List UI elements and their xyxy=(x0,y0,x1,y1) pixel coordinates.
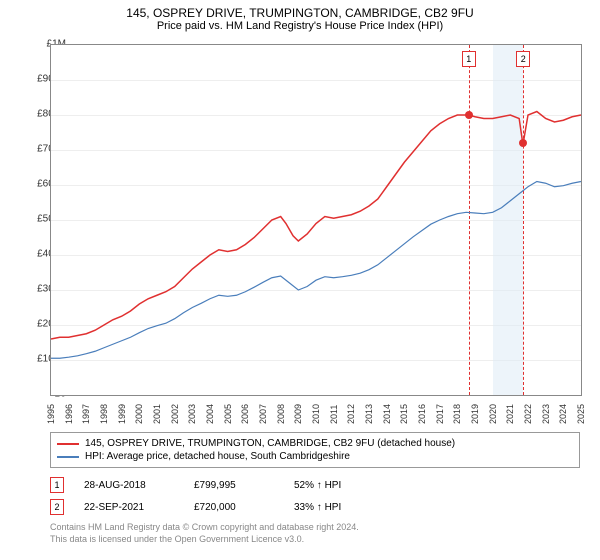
event-price: £799,995 xyxy=(194,480,274,491)
event-hpi: 52% ↑ HPI xyxy=(294,480,341,491)
x-tick-label: 2006 xyxy=(240,404,250,424)
legend-row: 145, OSPREY DRIVE, TRUMPINGTON, CAMBRIDG… xyxy=(57,437,573,450)
x-tick-label: 2021 xyxy=(505,404,515,424)
event-marker-box: 2 xyxy=(516,51,530,67)
x-tick-label: 2013 xyxy=(364,404,374,424)
event-row: 1 28-AUG-2018 £799,995 52% ↑ HPI xyxy=(50,474,580,496)
footnote: Contains HM Land Registry data © Crown c… xyxy=(50,522,580,545)
x-tick-label: 2023 xyxy=(541,404,551,424)
x-tick-label: 2005 xyxy=(223,404,233,424)
x-tick-label: 1999 xyxy=(117,404,127,424)
x-tick-label: 2009 xyxy=(293,404,303,424)
chart-container: 145, OSPREY DRIVE, TRUMPINGTON, CAMBRIDG… xyxy=(0,0,600,560)
line-series xyxy=(51,45,581,395)
x-tick-label: 1996 xyxy=(64,404,74,424)
event-row: 2 22-SEP-2021 £720,000 33% ↑ HPI xyxy=(50,496,580,518)
series-hpi xyxy=(51,182,581,359)
x-tick-label: 2012 xyxy=(346,404,356,424)
events-table: 1 28-AUG-2018 £799,995 52% ↑ HPI 2 22-SE… xyxy=(50,474,580,518)
x-tick-label: 1997 xyxy=(81,404,91,424)
x-tick-label: 2002 xyxy=(170,404,180,424)
x-tick-label: 2024 xyxy=(558,404,568,424)
x-tick-label: 2014 xyxy=(382,404,392,424)
event-price: £720,000 xyxy=(194,502,274,513)
series-price_paid xyxy=(51,112,581,340)
x-tick-label: 1998 xyxy=(99,404,109,424)
x-tick-label: 2018 xyxy=(452,404,462,424)
chart-title: 145, OSPREY DRIVE, TRUMPINGTON, CAMBRIDG… xyxy=(0,0,600,20)
footnote-line: This data is licensed under the Open Gov… xyxy=(50,534,580,546)
legend-label-price: 145, OSPREY DRIVE, TRUMPINGTON, CAMBRIDG… xyxy=(85,438,455,449)
event-date: 28-AUG-2018 xyxy=(84,480,174,491)
x-tick-label: 2001 xyxy=(152,404,162,424)
x-tick-label: 2007 xyxy=(258,404,268,424)
plot-area: 12 xyxy=(50,44,582,396)
x-tick-label: 2000 xyxy=(134,404,144,424)
legend-label-hpi: HPI: Average price, detached house, Sout… xyxy=(85,451,350,462)
event-dot xyxy=(519,139,527,147)
legend-swatch-hpi xyxy=(57,456,79,458)
legend-row: HPI: Average price, detached house, Sout… xyxy=(57,450,573,463)
event-hpi: 33% ↑ HPI xyxy=(294,502,341,513)
event-marker-box: 1 xyxy=(462,51,476,67)
event-marker-label: 1 xyxy=(50,477,64,493)
x-tick-label: 2011 xyxy=(329,405,339,424)
x-tick-label: 2017 xyxy=(435,404,445,424)
x-tick-label: 2016 xyxy=(417,404,427,424)
x-tick-label: 2004 xyxy=(205,404,215,424)
x-tick-label: 2019 xyxy=(470,404,480,424)
event-date: 22-SEP-2021 xyxy=(84,502,174,513)
x-tick-label: 1995 xyxy=(46,404,56,424)
legend-swatch-price xyxy=(57,443,79,445)
x-tick-label: 2003 xyxy=(187,404,197,424)
x-tick-label: 2008 xyxy=(276,404,286,424)
event-dot xyxy=(465,111,473,119)
x-tick-label: 2025 xyxy=(576,404,586,424)
event-marker-label: 2 xyxy=(50,499,64,515)
x-tick-label: 2015 xyxy=(399,404,409,424)
x-tick-label: 2022 xyxy=(523,404,533,424)
legend: 145, OSPREY DRIVE, TRUMPINGTON, CAMBRIDG… xyxy=(50,432,580,468)
footnote-line: Contains HM Land Registry data © Crown c… xyxy=(50,522,580,534)
x-tick-label: 2010 xyxy=(311,404,321,424)
x-tick-label: 2020 xyxy=(488,404,498,424)
chart-subtitle: Price paid vs. HM Land Registry's House … xyxy=(0,20,600,36)
